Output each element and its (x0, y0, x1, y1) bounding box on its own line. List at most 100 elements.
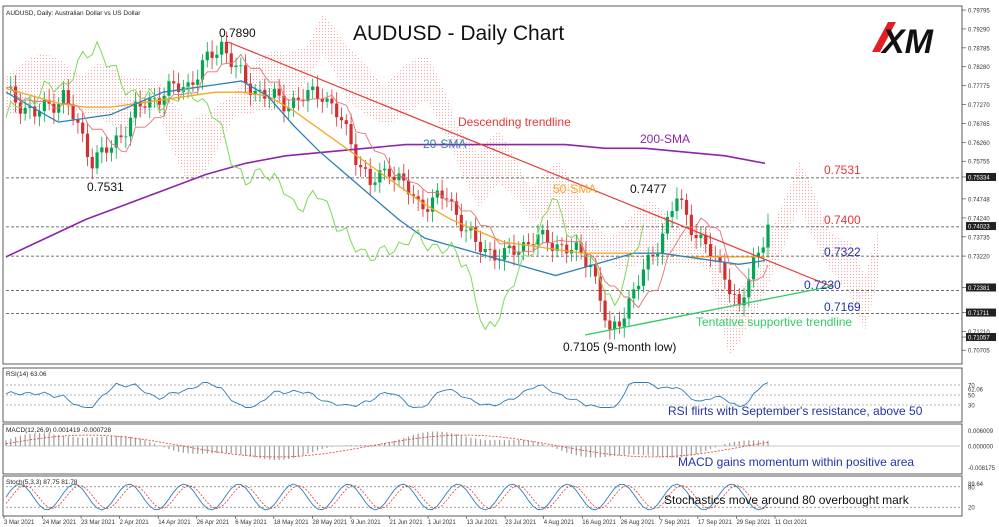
candle-body (622, 318, 626, 327)
descending-trendline (227, 41, 834, 288)
date-tick-label: 6 May 2021 (235, 520, 267, 526)
candle-body (239, 65, 243, 67)
date-tick-label: 16 Aug 2021 (582, 520, 616, 526)
stoch-caption: Stochastics move around 80 overbought ma… (664, 493, 910, 507)
candle-body (608, 320, 612, 330)
xm-logo-text: XM (880, 23, 934, 61)
candle-body (670, 211, 674, 217)
candle-body (291, 97, 296, 108)
level-label-7531: 0.7531 (824, 163, 861, 177)
candle-body (277, 88, 281, 96)
macd-tick-label: 0.000000 (968, 445, 994, 451)
candle-body (172, 81, 176, 84)
candle-body (593, 264, 598, 277)
candle-body (565, 244, 569, 254)
rsi-tick-label: 30 (968, 404, 975, 410)
candle-body (603, 300, 607, 321)
candle-body (627, 298, 631, 319)
chikou-line (5, 40, 644, 331)
price-tick-label: 0.71711 (968, 311, 990, 317)
date-tick-label: 28 May 2021 (312, 520, 347, 526)
candle-body (660, 233, 665, 255)
date-tick-label: 23 Mar 2021 (81, 520, 115, 526)
candle-body (613, 321, 617, 330)
candle-body (224, 41, 229, 54)
stoch-tick-label: 20 (968, 506, 975, 512)
candle-body (387, 168, 391, 177)
candle-body (37, 111, 42, 117)
candle-body (488, 249, 492, 250)
candle-body (512, 245, 516, 255)
candle-body (454, 201, 459, 215)
rsi-caption: RSI flirts with September's resistance, … (668, 404, 923, 418)
price-tick-label: 0.73735 (968, 235, 990, 241)
candle-body (191, 82, 195, 85)
sma20-label: 20-SMA (423, 137, 466, 151)
price-tick-label: 0.73220 (968, 255, 990, 261)
sma200-label: 200-SMA (640, 132, 690, 146)
indicator-lines (5, 40, 769, 331)
candle-body (752, 256, 756, 280)
candle-body (167, 81, 171, 96)
rsi-tick-label: 70 (968, 384, 975, 390)
candle-body (502, 248, 507, 260)
sma20-line (5, 80, 766, 277)
candle-body (306, 90, 310, 102)
chart-title: AUDUSD - Daily Chart (353, 22, 564, 45)
price-tick-label: 0.75755 (968, 160, 990, 166)
candle-body (684, 199, 689, 215)
price-tick-label: 0.71057 (968, 336, 990, 342)
candle-body (66, 90, 70, 105)
price-tick-highlight (966, 172, 996, 181)
candle-body (426, 209, 430, 212)
macd-tick-label: -0.008175 (968, 466, 996, 472)
candle-body (617, 321, 622, 327)
candle-body (157, 98, 161, 105)
date-tick-label: 11 Oct 2021 (775, 520, 808, 526)
candle-body (469, 227, 473, 231)
candle-body (704, 234, 708, 245)
candle-body (200, 60, 205, 80)
date-tick-label: 24 Mar 2021 (43, 520, 77, 526)
candle-body (138, 101, 142, 107)
nine-month-low-label: 0.7105 (9-month low) (563, 340, 676, 354)
price-tick-label: 0.77270 (968, 103, 990, 109)
candle-body (205, 51, 209, 61)
candle-body (646, 254, 650, 270)
price-tick-label: 0.74240 (968, 216, 990, 222)
date-tick-label: 18 May 2021 (274, 520, 309, 526)
peak-label: 0.7477 (630, 182, 667, 196)
candle-body (287, 107, 291, 112)
price-tick-label: 0.72381 (968, 286, 990, 292)
date-tick-label: 23 Jul 2021 (505, 520, 537, 526)
symbol-line: AUDUSD, Daily: Australian Dollar vs US D… (6, 10, 141, 17)
candle-body (105, 147, 109, 153)
candle-body (656, 254, 660, 257)
candle-body (574, 242, 578, 250)
date-tick-label: 26 Apr 2021 (197, 520, 230, 526)
candle-body (651, 254, 655, 257)
macd-panel-label: MACD(12,26,9) 0.001419 -0.000728 (6, 427, 112, 434)
price-tick-label: 0.70705 (968, 349, 990, 355)
candle-body (689, 214, 693, 236)
current-price-box (966, 222, 996, 231)
level-label-7400: 0.7400 (824, 213, 861, 227)
candle-body (325, 98, 329, 102)
stoch-panel-label: Stoch(5,3,3) 87.75 81.78 (6, 479, 78, 486)
candle-body (632, 289, 636, 299)
candle-body (483, 249, 487, 253)
candle-body (234, 65, 238, 68)
candle-body (675, 198, 679, 212)
candle-body (363, 167, 368, 169)
candle-body (272, 88, 276, 98)
candle-body (81, 122, 85, 134)
date-tick-label: 1 Jul 2021 (428, 520, 456, 526)
price-tick-label: 0.76260 (968, 141, 990, 147)
price-tick-label: 0.78785 (968, 46, 990, 52)
candle-body (244, 65, 248, 84)
candle-body (148, 98, 152, 108)
price-tick-highlight (966, 283, 996, 292)
date-tick-label: 17 Sep 2021 (698, 520, 733, 526)
left-low-label: 0.7531 (87, 180, 124, 194)
candle-body (637, 285, 641, 290)
